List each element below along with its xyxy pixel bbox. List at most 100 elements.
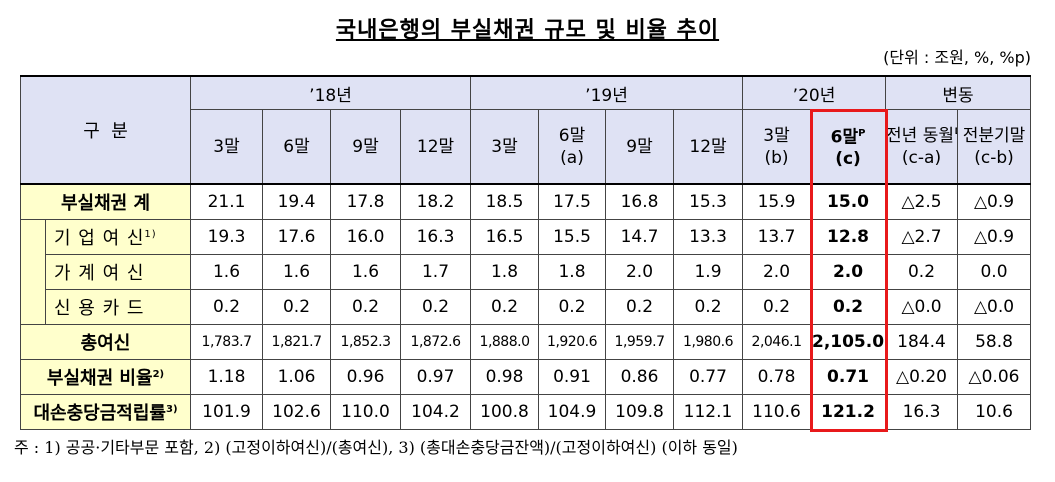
column-note: (b) <box>764 147 789 168</box>
data-row: 부실채권 계 21.1 19.4 17.8 18.2 18.5 17.5 16.8 15.3 15… <box>19 183 1032 220</box>
cell: 104.9 <box>538 394 607 430</box>
cell: 10.6 <box>957 394 1032 430</box>
row-label: 부실채권 비율2) <box>19 359 192 395</box>
cell: 0.2 <box>262 289 332 325</box>
cell: 0.2 <box>538 289 607 325</box>
group-header: ’19년 <box>470 75 744 110</box>
cell: 1,980.6 <box>673 324 744 360</box>
cell: 17.6 <box>262 219 332 255</box>
cell: 58.8 <box>957 324 1032 360</box>
column-note: (a) <box>560 147 584 168</box>
cell: 2.0 <box>605 254 675 290</box>
cell: 16.3 <box>400 219 472 255</box>
cell: 112.1 <box>673 394 744 430</box>
row-label: 총여신 <box>19 324 192 360</box>
column-header: 12말 <box>673 109 744 185</box>
stub-header: 구 분 <box>19 75 192 185</box>
column-header: 3말 (b) <box>742 109 812 185</box>
cell: 110.0 <box>330 394 402 430</box>
cell: 16.3 <box>885 394 959 430</box>
cell: 184.4 <box>885 324 959 360</box>
column-label: 6말 <box>283 136 310 157</box>
cell: 15.9 <box>742 183 812 220</box>
cell: 0.77 <box>673 359 744 395</box>
cell: 1,872.6 <box>400 324 472 360</box>
footnote: 주 : 1) 공공·기타부문 포함, 2) (고정이하여신)/(총여신), 3)… <box>14 438 738 457</box>
stub-text: 구 분 <box>83 121 128 142</box>
column-label: 3말 <box>491 136 518 157</box>
row-label-text: 가 계 여 신 <box>54 263 145 284</box>
cell: 1,888.0 <box>470 324 540 360</box>
cell: 0.71 <box>810 359 887 395</box>
cell: 1.18 <box>190 359 264 395</box>
column-label: 12말 <box>689 136 727 157</box>
unit: (단위 : 조원, %, %p) <box>883 48 1031 67</box>
cell: 0.2 <box>190 289 264 325</box>
row-note: 3) <box>165 404 178 415</box>
cell: 0.91 <box>538 359 607 395</box>
row-label-text: 부실채권 비율 <box>46 368 153 389</box>
column-header: 6말P (c) <box>810 109 887 185</box>
cell: 121.2 <box>810 394 887 430</box>
cell: 104.2 <box>400 394 472 430</box>
title-text: 국내은행의 부실채권 규모 및 비율 추이 <box>335 18 720 43</box>
column-label: 전년 동월말 <box>886 125 957 146</box>
group-header: ’20년 <box>742 75 887 110</box>
row-note: 2) <box>152 369 165 380</box>
row-label: 신 용 카 드 <box>44 289 192 325</box>
table: 구 분 ’18년 ’19년 ’20년 변동 3말 6말 9말 12말 3말 6말 (a) 9말 12말 3말… <box>19 75 1032 430</box>
cell: 17.5 <box>538 183 607 220</box>
column-header: 전분기말 (c-b) <box>957 109 1032 185</box>
cell: 13.7 <box>742 219 812 255</box>
cell: 15.5 <box>538 219 607 255</box>
cell: 1.6 <box>262 254 332 290</box>
column-header: 전년 동월말(c-a) <box>885 109 959 185</box>
cell: 0.96 <box>330 359 402 395</box>
data-row: 대손충당금적립률3) 101.9 102.6 110.0 104.2 100.8 104.9… <box>19 394 1032 430</box>
row-label-text: 기 업 여 신 <box>54 228 145 249</box>
column-label: 3말 <box>213 136 240 157</box>
cell: 16.8 <box>605 183 675 220</box>
cell: 14.7 <box>605 219 675 255</box>
row-label: 부실채권 계 <box>19 183 192 220</box>
column-note: (c) <box>835 149 861 170</box>
cell: 16.0 <box>330 219 402 255</box>
column-sup: P <box>858 127 866 139</box>
indent <box>20 219 46 255</box>
column-header: 9말 <box>605 109 675 185</box>
column-note: (c-b) <box>974 147 1014 168</box>
column-header: 9말 <box>330 109 402 185</box>
column-header: 12말 <box>400 109 472 185</box>
cell: △0.0 <box>957 289 1032 325</box>
header-row: 구 분 ’18년 ’19년 ’20년 변동 <box>19 75 1032 185</box>
cell: 1.8 <box>470 254 540 290</box>
cell: 12.8 <box>810 219 887 255</box>
cell: 1.06 <box>262 359 332 395</box>
cell: △2.7 <box>885 219 959 255</box>
column-header: 3말 <box>470 109 540 185</box>
column-label: 3말 <box>763 125 790 146</box>
cell: 19.3 <box>190 219 264 255</box>
indent <box>20 289 46 325</box>
cell: 2,046.1 <box>742 324 812 360</box>
column-label: 12말 <box>416 136 455 157</box>
data-row: 신 용 카 드 0.2 0.2 0.2 0.2 0.2 0.2 0.2 0.2 0.2 0.2 △0.… <box>20 289 1032 325</box>
row-label: 기 업 여 신1) <box>44 219 192 255</box>
column-label: 6말 <box>830 127 859 148</box>
cell: △0.9 <box>957 183 1032 220</box>
title: 국내은행의 부실채권 규모 및 비율 추이 <box>0 12 1055 44</box>
cell: 1,852.3 <box>330 324 402 360</box>
cell: 0.2 <box>400 289 472 325</box>
cell: 0.2 <box>810 289 887 325</box>
cell: 13.3 <box>673 219 744 255</box>
row-label: 대손충당금적립률3) <box>19 394 192 430</box>
cell: 100.8 <box>470 394 540 430</box>
column-header: 6말 (a) <box>538 109 607 185</box>
indent <box>20 254 46 290</box>
column-label: 6말 <box>558 125 586 146</box>
column-header: 3말 <box>190 109 264 185</box>
cell: △0.9 <box>957 219 1032 255</box>
cell: 1.8 <box>538 254 607 290</box>
cell: 101.9 <box>190 394 264 430</box>
